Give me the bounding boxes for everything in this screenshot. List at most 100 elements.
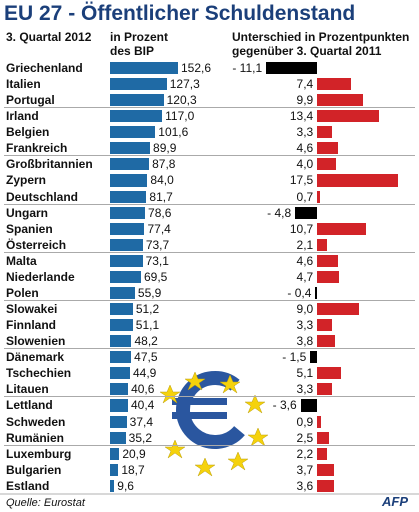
value-label: 13,4: [289, 109, 314, 124]
value-label: 152,6: [181, 61, 212, 75]
value-label: 48,2: [134, 334, 158, 349]
bar: [317, 238, 327, 251]
value-label: 40,6: [131, 382, 155, 397]
value-label: 77,4: [147, 221, 171, 236]
category-label: Italien: [6, 77, 41, 92]
bar: [317, 367, 341, 380]
value-label: 4,6: [296, 253, 314, 268]
value-label: 51,1: [135, 318, 160, 333]
bar: [110, 238, 143, 251]
value-label: - 1,5: [282, 350, 307, 365]
bar: [317, 383, 333, 396]
bar: [317, 110, 379, 123]
value-label: 51,2: [135, 302, 160, 317]
bar: [110, 94, 164, 107]
category-label: Malta: [6, 253, 37, 268]
bar: [310, 351, 318, 364]
category-label: Luxemburg: [6, 446, 72, 461]
value-label: 73,1: [145, 253, 169, 268]
value-label: 35,2: [128, 430, 153, 445]
category-label: Niederlande: [6, 269, 75, 284]
value-label: 0,9: [296, 414, 314, 429]
value-label: 73,7: [145, 237, 170, 252]
bar: [110, 335, 132, 348]
category-label: Schweden: [6, 414, 66, 429]
bar: [110, 142, 151, 155]
bar: [317, 94, 363, 107]
category-label: Slowenien: [6, 334, 66, 349]
value-label: 3,7: [296, 462, 314, 477]
bar: [110, 174, 148, 187]
category-label: Spanien: [6, 221, 53, 236]
value-label: 20,9: [122, 446, 146, 461]
bar: [110, 351, 132, 364]
value-label: 4,7: [296, 269, 314, 284]
bar: [317, 190, 321, 203]
value-label: - 3,6: [272, 398, 297, 413]
value-label: - 11,1: [232, 61, 263, 75]
value-label: 17,5: [289, 173, 314, 188]
value-label: 120,3: [166, 93, 197, 108]
bar: [317, 335, 335, 348]
bar: [317, 431, 329, 444]
bar: [317, 126, 333, 139]
bar: [110, 110, 163, 123]
bar: [317, 270, 339, 283]
bar: [110, 479, 115, 492]
value-label: 9,6: [117, 478, 134, 493]
row-separator: [4, 396, 415, 398]
value-label: 10,7: [289, 221, 314, 236]
row-separator: [4, 203, 415, 205]
value-label: 4,6: [296, 141, 314, 156]
logo: AFP: [382, 494, 408, 509]
category-label: Ungarn: [6, 205, 48, 220]
bar: [110, 415, 127, 428]
value-label: - 0,4: [287, 285, 312, 300]
bar: [317, 479, 334, 492]
value-label: 84,0: [150, 173, 174, 188]
bar: [317, 415, 322, 428]
bar: [110, 447, 120, 460]
value-label: 4,0: [296, 157, 314, 172]
row-separator: [4, 444, 415, 446]
bar: [317, 222, 367, 235]
category-label: Estland: [6, 478, 50, 493]
category-label: Slowakei: [6, 302, 58, 317]
value-label: 18,7: [121, 462, 145, 477]
bar: [110, 78, 167, 91]
category-label: Dänemark: [6, 350, 65, 365]
bar: [315, 286, 318, 300]
bar: [110, 463, 119, 476]
bar: [295, 206, 318, 219]
bar: [317, 463, 335, 476]
bar: [317, 78, 352, 91]
bar: [110, 303, 133, 316]
value-label: 69,5: [143, 269, 168, 284]
bar: [110, 254, 143, 267]
legend-entry: in Prozent des BIP: [110, 30, 169, 58]
category-label: Portugal: [6, 93, 55, 108]
value-label: 47,5: [134, 350, 158, 365]
row-separator: [4, 300, 415, 302]
category-label: Rumänien: [6, 430, 65, 445]
row-separator: [4, 348, 415, 350]
bar: [110, 62, 178, 75]
bar: [110, 383, 129, 396]
value-label: 2,5: [296, 430, 314, 445]
category-label: Frankreich: [6, 141, 68, 156]
value-label: - 4,8: [267, 205, 292, 220]
category-label: Tschechien: [6, 366, 72, 381]
bar: [317, 158, 336, 171]
value-label: 3,3: [296, 318, 314, 333]
value-label: 2,1: [296, 237, 314, 252]
value-label: 87,8: [152, 157, 176, 172]
category-label: Griechenland: [6, 61, 83, 75]
category-label: Großbritannien: [6, 157, 93, 172]
row-separator: [4, 107, 415, 109]
legend-entry: Unterschied in Prozentpunkten gegenüber …: [232, 30, 410, 58]
value-label: 5,1: [296, 366, 314, 381]
source: Quelle: Eurostat: [6, 497, 85, 509]
value-label: 78,6: [148, 205, 172, 220]
category-label: Belgien: [6, 125, 50, 140]
bar: [317, 254, 339, 267]
